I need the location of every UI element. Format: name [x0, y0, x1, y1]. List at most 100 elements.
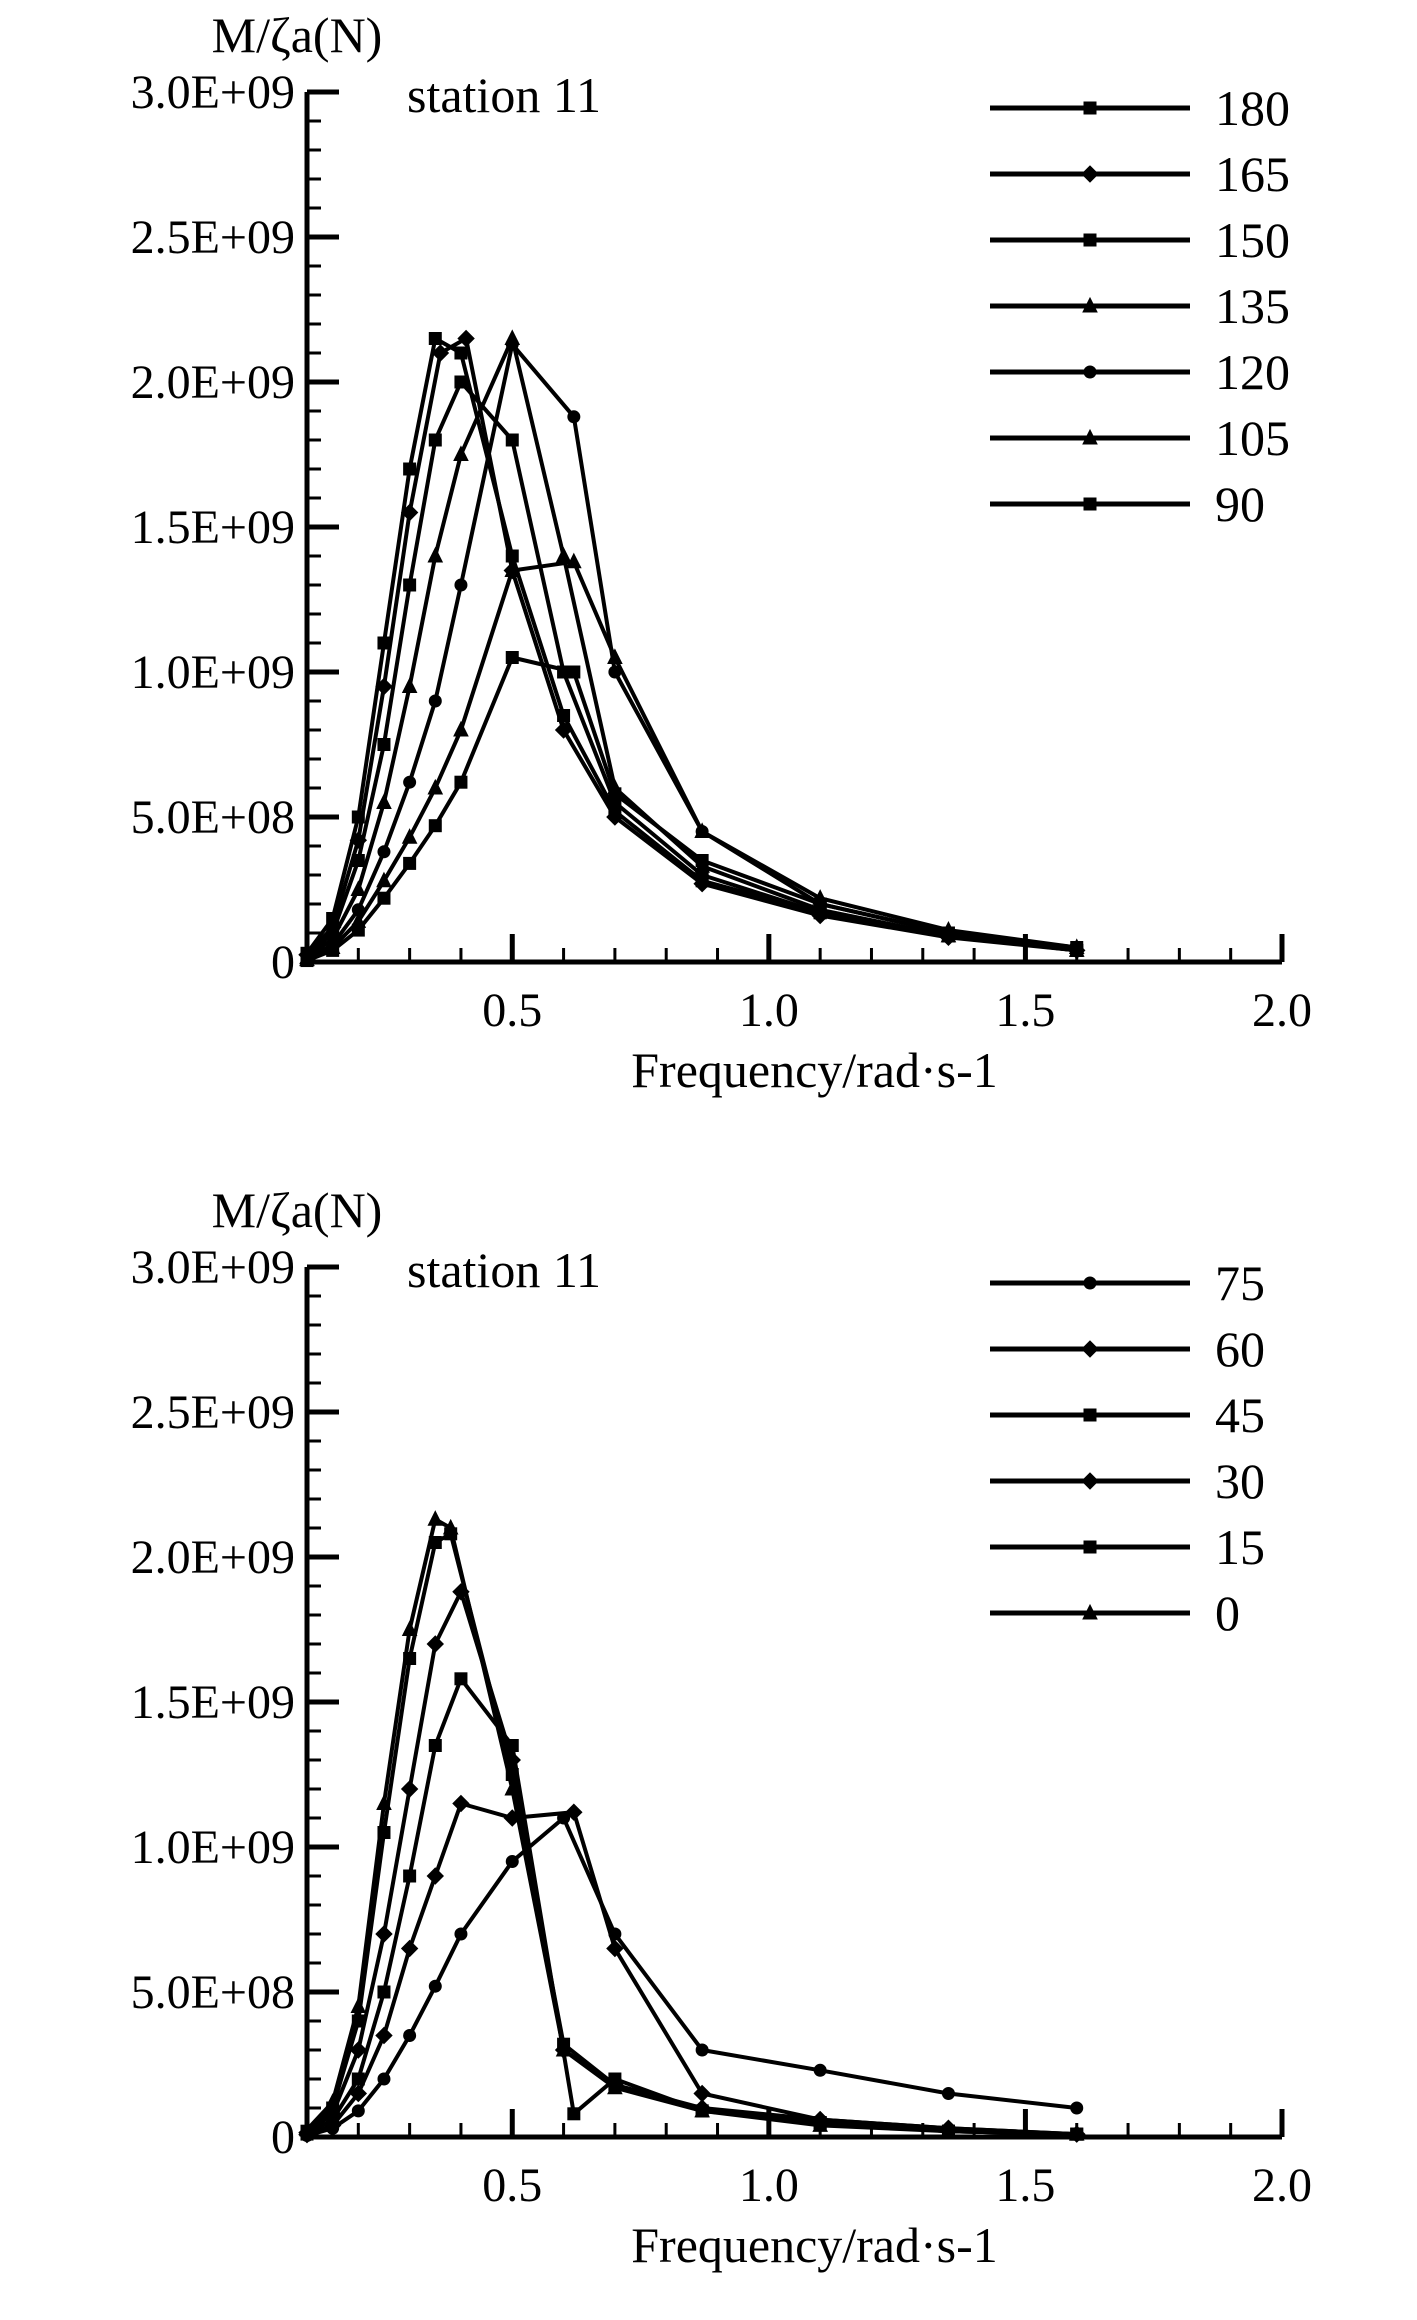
data-point — [695, 2043, 709, 2057]
data-point — [400, 503, 419, 522]
legend-label: 45 — [1215, 1387, 1265, 1443]
data-point — [1070, 941, 1084, 954]
data-point — [326, 943, 340, 957]
legend-entry: 90 — [990, 476, 1265, 532]
data-point — [607, 2078, 623, 2095]
legend-label: 15 — [1215, 1519, 1265, 1575]
data-point — [1068, 2124, 1085, 2141]
y-tick-label: 2.0E+09 — [131, 1531, 295, 1584]
data-point — [426, 1867, 444, 1885]
legend-entry: 45 — [990, 1387, 1265, 1443]
legend-entry: 15 — [990, 1519, 1265, 1575]
y-tick-label: 1.5E+09 — [131, 501, 295, 554]
data-point — [554, 721, 573, 739]
data-point — [376, 1794, 392, 1810]
data-point — [1070, 2101, 1084, 2115]
data-point — [401, 1620, 418, 1636]
y-tick-label: 3.0E+09 — [131, 66, 295, 119]
y-tick-label: 5.0E+08 — [131, 791, 295, 844]
data-point — [377, 891, 391, 905]
legend-marker — [1083, 101, 1097, 115]
series-line — [305, 332, 1077, 960]
data-point — [695, 854, 709, 867]
data-point — [606, 1939, 624, 1958]
data-point — [401, 828, 418, 844]
x-axis-label: Frequency/rad·s-1 — [631, 1042, 998, 1098]
series-0 — [299, 1510, 1085, 2141]
chart-panel-top: 0 5.0E+08 1.0E+09 1.5E+09 2.0E+09 2.5E+09 3.0E… — [0, 0, 1417, 1140]
data-point — [505, 337, 519, 351]
y-tick-label: 3.0E+09 — [131, 1241, 295, 1294]
data-point — [427, 778, 444, 795]
data-point — [375, 677, 393, 696]
series-line — [305, 378, 1077, 958]
legend-label: 120 — [1215, 344, 1290, 400]
y-tick-label: 0 — [271, 2111, 295, 2164]
data-point — [428, 1979, 442, 1993]
legend-entry: 30 — [990, 1453, 1265, 1509]
series-line — [305, 1516, 1077, 2137]
data-point — [299, 2120, 315, 2137]
data-point — [351, 854, 365, 867]
data-point — [428, 1739, 442, 1752]
series-line — [305, 335, 1077, 955]
legend-label: 180 — [1215, 80, 1290, 136]
data-point — [442, 1518, 459, 1535]
data-point — [427, 1510, 444, 1526]
data-point — [567, 410, 581, 424]
legend-entry: 150 — [990, 212, 1290, 268]
data-point — [377, 2072, 391, 2086]
data-point — [403, 1869, 417, 1883]
data-point — [401, 677, 418, 693]
data-point — [377, 845, 391, 859]
chart-title: station 11 — [407, 1242, 601, 1298]
data-point — [694, 822, 710, 838]
legend-label: 150 — [1215, 212, 1290, 268]
data-point — [504, 1779, 521, 1796]
y-axis-label: M/ζa(N) — [212, 1182, 383, 1238]
data-point — [813, 2063, 827, 2077]
data-point — [505, 433, 519, 447]
data-point — [351, 2104, 365, 2118]
series-line — [306, 1814, 1077, 2138]
legend-label: 165 — [1215, 146, 1290, 202]
data-point — [941, 926, 955, 940]
legend-label: 0 — [1215, 1585, 1240, 1641]
data-point — [403, 462, 417, 476]
data-point — [454, 375, 468, 389]
y-tick-label: 2.5E+09 — [131, 1386, 295, 1439]
data-point — [504, 561, 521, 577]
legend-label: 105 — [1215, 410, 1290, 466]
legend-label: 60 — [1215, 1321, 1265, 1377]
series-90 — [300, 651, 1084, 968]
data-point — [567, 2107, 581, 2121]
legend-label: 30 — [1215, 1453, 1265, 1509]
data-point — [567, 665, 581, 679]
legend-entry: 135 — [990, 278, 1290, 334]
chart-top-svg: 0 5.0E+08 1.0E+09 1.5E+09 2.0E+09 2.5E+09 3.0E… — [131, 7, 1312, 1098]
data-point — [606, 808, 624, 826]
legend-entry: 75 — [990, 1255, 1265, 1311]
x-tick-label: 1.0 — [739, 2159, 799, 2212]
data-point — [428, 433, 442, 447]
data-point — [454, 1927, 468, 1941]
legend-marker — [1083, 497, 1097, 511]
legend-marker — [1082, 296, 1098, 313]
chart-panel-bottom: 0 5.0E+08 1.0E+09 1.5E+09 2.0E+09 2.5E+09 3.0E… — [0, 1175, 1417, 2315]
data-point — [349, 2041, 368, 2059]
legend-marker — [1082, 1603, 1098, 1620]
data-point — [453, 720, 469, 737]
data-point — [403, 775, 417, 789]
data-point — [428, 694, 442, 708]
data-point — [403, 2029, 417, 2042]
data-point — [350, 880, 367, 896]
data-point — [375, 1925, 393, 1943]
legend-marker — [1081, 1472, 1099, 1490]
data-point — [565, 1803, 583, 1821]
chart-title: station 11 — [407, 67, 601, 123]
data-point — [566, 552, 582, 569]
data-point — [813, 897, 827, 911]
data-point — [941, 2087, 955, 2100]
x-tick-label: 0.5 — [482, 2159, 542, 2212]
series-75 — [300, 1811, 1084, 2143]
